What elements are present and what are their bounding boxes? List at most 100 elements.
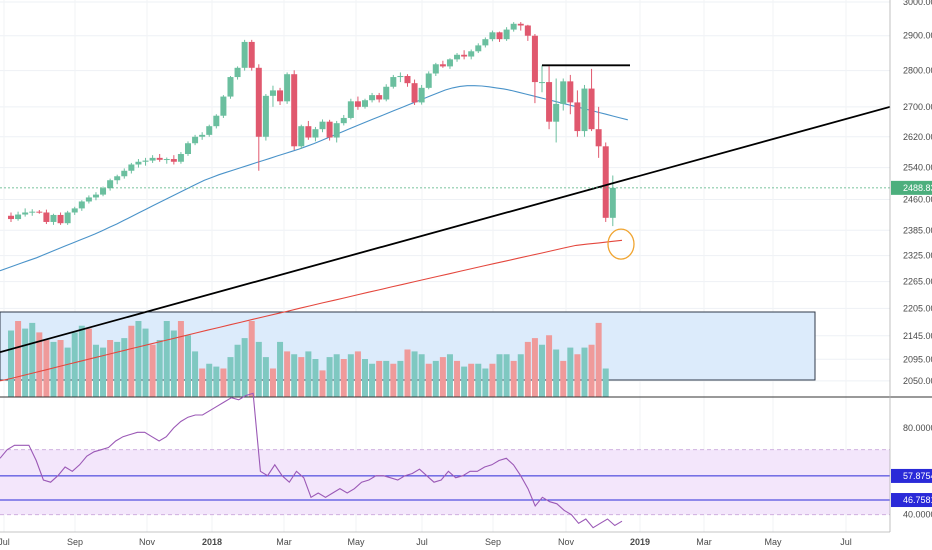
candle-body bbox=[100, 188, 107, 195]
volume-bar bbox=[262, 357, 269, 397]
candle-body bbox=[8, 215, 14, 220]
candle-body bbox=[524, 25, 531, 36]
volume-bar bbox=[170, 330, 177, 397]
rsi-tick-label: 40.0000 bbox=[903, 510, 932, 520]
time-tick-label: May bbox=[764, 537, 782, 547]
candle-body bbox=[517, 23, 524, 26]
volume-bar bbox=[206, 363, 213, 397]
volume-bar bbox=[560, 360, 567, 397]
time-tick-label: Mar bbox=[276, 537, 292, 547]
candle-body bbox=[57, 214, 64, 224]
volume-bar bbox=[163, 321, 170, 397]
candle-body bbox=[64, 212, 71, 224]
candle-body bbox=[602, 146, 609, 218]
time-tick-label: 2018 bbox=[202, 537, 222, 547]
candle-body bbox=[468, 51, 475, 57]
volume-bar bbox=[581, 347, 588, 397]
trend-line[interactable] bbox=[0, 105, 891, 354]
volume-bar bbox=[418, 354, 425, 397]
volume-bar bbox=[340, 359, 347, 397]
volume-bar bbox=[284, 351, 291, 397]
candle-body bbox=[503, 29, 510, 40]
volume-bar bbox=[156, 340, 163, 397]
candle-body bbox=[22, 212, 29, 215]
candle-body bbox=[170, 159, 177, 162]
volume-bar bbox=[411, 351, 418, 397]
candle-body bbox=[227, 77, 234, 97]
volume-bar bbox=[362, 359, 368, 397]
price-tick-label: 2460.00 bbox=[903, 194, 932, 204]
volume-bar bbox=[496, 354, 503, 397]
price-tick-label: 2800.00 bbox=[903, 66, 932, 76]
main-pane bbox=[0, 0, 891, 532]
volume-bar bbox=[291, 354, 298, 397]
candle-body bbox=[36, 211, 43, 213]
rsi-line bbox=[0, 392, 623, 529]
volume-bar bbox=[36, 332, 43, 397]
volume-bars bbox=[8, 321, 609, 397]
candle-body bbox=[354, 101, 361, 107]
candle-body bbox=[531, 35, 538, 83]
volume-bar bbox=[185, 335, 191, 397]
volume-bar bbox=[142, 328, 149, 397]
candle-body bbox=[199, 134, 206, 137]
candle-body bbox=[362, 100, 368, 107]
candle-body bbox=[595, 129, 602, 147]
candle-body bbox=[163, 159, 170, 161]
volume-bar bbox=[482, 368, 489, 397]
volume-bar bbox=[8, 330, 14, 397]
volume-bar bbox=[510, 360, 517, 397]
volume-bar bbox=[135, 321, 142, 397]
volume-bar bbox=[574, 354, 581, 397]
candle-body bbox=[177, 153, 184, 162]
candle-body bbox=[15, 214, 22, 220]
volume-bar bbox=[390, 363, 397, 397]
volume-bar bbox=[241, 338, 248, 397]
candle-body bbox=[213, 115, 220, 127]
volume-bar bbox=[255, 341, 262, 397]
price-axis: 3000.00 2900.00 2800.00 2700.00 2620.00 2540.… bbox=[903, 0, 932, 386]
candle-body bbox=[135, 161, 142, 165]
volume-bar bbox=[29, 322, 36, 397]
price-tick-label: 2145.00 bbox=[903, 331, 932, 341]
volume-bar bbox=[531, 338, 538, 397]
candle-body bbox=[461, 54, 468, 57]
candle-body bbox=[546, 82, 553, 122]
volume-bar bbox=[213, 366, 220, 397]
candle-body bbox=[50, 214, 57, 222]
rsi-axis: 80.0000 40.0000 bbox=[903, 423, 932, 520]
candle-body bbox=[142, 160, 149, 162]
candle-body bbox=[305, 126, 312, 138]
candle-body bbox=[92, 194, 99, 198]
candle-body bbox=[241, 41, 248, 68]
volume-bar bbox=[234, 344, 241, 397]
candle-body bbox=[114, 176, 121, 181]
candle-body bbox=[298, 126, 305, 147]
rsi-level-tag bbox=[891, 468, 932, 483]
candle-body bbox=[43, 212, 50, 222]
volume-bar bbox=[149, 344, 156, 397]
volume-bar bbox=[567, 347, 574, 397]
price-tick-label: 2385.00 bbox=[903, 225, 932, 235]
volume-bar bbox=[383, 360, 390, 397]
volume-bar bbox=[227, 357, 234, 397]
volume-bar bbox=[376, 360, 383, 397]
candle-body bbox=[567, 81, 574, 103]
volume-bar bbox=[425, 363, 432, 397]
candle-body bbox=[454, 54, 461, 60]
volume-bar bbox=[319, 370, 326, 397]
candle-body bbox=[319, 121, 326, 130]
volume-bar bbox=[192, 351, 199, 397]
time-tick-label: Nov bbox=[139, 537, 156, 547]
candle-body bbox=[85, 197, 92, 202]
candle-body bbox=[425, 73, 432, 88]
candle-body bbox=[397, 75, 404, 78]
volume-bar bbox=[517, 354, 524, 397]
time-tick-label: Jul bbox=[416, 537, 428, 547]
volume-bar bbox=[177, 321, 184, 397]
volume-bar bbox=[199, 368, 206, 397]
time-tick-label: Nov bbox=[558, 537, 575, 547]
highlight-circle[interactable] bbox=[607, 228, 635, 260]
